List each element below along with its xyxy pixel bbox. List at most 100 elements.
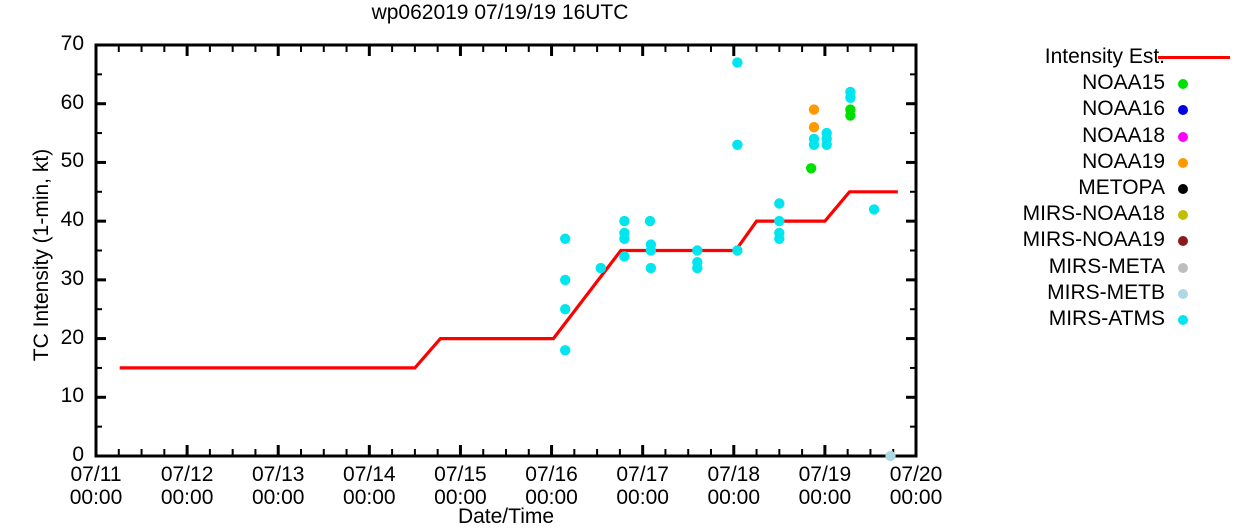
legend-label: MIRS-METB bbox=[1047, 280, 1165, 304]
x-tick-label: 07/14 00:00 bbox=[314, 463, 424, 509]
data-point bbox=[808, 122, 820, 133]
x-tick-time: 00:00 bbox=[343, 486, 396, 509]
data-point bbox=[808, 139, 820, 150]
legend-item-noaa19[interactable]: NOAA19 bbox=[960, 149, 1241, 175]
legend-dot-swatch bbox=[1178, 288, 1188, 299]
y-tick-label: 0 bbox=[72, 443, 84, 466]
legend-item-mirs-metb[interactable]: MIRS-METB bbox=[960, 280, 1241, 306]
legend-dot-swatch bbox=[1178, 105, 1188, 116]
legend-dot-swatch bbox=[1178, 262, 1188, 273]
x-tick-time: 00:00 bbox=[525, 486, 578, 509]
plot-frame bbox=[94, 43, 918, 458]
legend-dot-swatch bbox=[1178, 314, 1188, 325]
x-tick-time: 00:00 bbox=[798, 486, 852, 509]
x-tick-time: 00:00 bbox=[251, 486, 305, 509]
data-series bbox=[119, 57, 898, 462]
legend-item-noaa18[interactable]: NOAA18 bbox=[960, 123, 1241, 149]
data-point bbox=[732, 57, 743, 68]
chart-legend: Intensity Est. NOAA15 NOAA16 NOAA18 NOAA19 ME… bbox=[960, 44, 1241, 334]
data-point bbox=[868, 204, 880, 215]
x-tick-date: 07/18 bbox=[707, 463, 761, 486]
x-tick-date: 07/12 bbox=[160, 463, 214, 486]
data-point bbox=[645, 262, 657, 274]
data-point bbox=[560, 345, 571, 356]
legend-label: Intensity Est. bbox=[1044, 45, 1165, 68]
y-tick-label: 10 bbox=[60, 384, 84, 408]
data-point bbox=[619, 233, 630, 244]
series-line-intensity-est bbox=[119, 190, 898, 370]
x-tick-label: 07/13 00:00 bbox=[223, 463, 333, 509]
x-tick-date: 07/13 bbox=[251, 463, 305, 486]
legend-dot-swatch bbox=[1178, 183, 1188, 194]
data-point bbox=[732, 245, 743, 256]
legend-dot-swatch bbox=[1178, 236, 1188, 247]
x-tick-time: 00:00 bbox=[707, 486, 761, 509]
x-tick-date: 07/17 bbox=[616, 463, 669, 486]
x-tick-time: 00:00 bbox=[434, 486, 487, 509]
legend-item-noaa16[interactable]: NOAA16 bbox=[960, 96, 1241, 122]
x-tick-date: 07/16 bbox=[525, 463, 578, 486]
x-axis-label: Date/Time bbox=[457, 505, 555, 528]
y-tick-label: 50 bbox=[60, 149, 84, 173]
data-point bbox=[808, 104, 820, 115]
x-tick-date: 07/11 bbox=[70, 463, 122, 486]
data-point bbox=[595, 262, 606, 274]
y-tick-label: 60 bbox=[60, 90, 84, 114]
axis-ticks bbox=[94, 43, 918, 458]
legend-label: MIRS-META bbox=[1048, 254, 1165, 278]
data-point bbox=[645, 245, 657, 256]
data-point bbox=[821, 139, 832, 150]
x-tick-label: 07/19 00:00 bbox=[770, 463, 880, 509]
legend-dot-swatch bbox=[1178, 79, 1188, 90]
data-point bbox=[732, 139, 743, 150]
axes-frame bbox=[94, 43, 918, 458]
data-point bbox=[692, 262, 703, 274]
y-tick-label: 70 bbox=[60, 32, 84, 55]
legend-line-swatch bbox=[1158, 56, 1230, 59]
x-tick-label: 07/20 00:00 bbox=[861, 463, 971, 509]
x-tick-time: 00:00 bbox=[616, 486, 669, 509]
x-tick-label: 07/18 00:00 bbox=[679, 463, 789, 509]
data-point bbox=[806, 163, 817, 174]
legend-label: MIRS-NOAA18 bbox=[1022, 202, 1165, 226]
x-tick-time: 00:00 bbox=[69, 486, 123, 509]
x-tick-label: 07/17 00:00 bbox=[588, 463, 698, 509]
legend-item-mirs-meta[interactable]: MIRS-META bbox=[960, 254, 1241, 280]
legend-item-mirs-noaa18[interactable]: MIRS-NOAA18 bbox=[960, 201, 1241, 227]
x-tick-date: 07/14 bbox=[343, 463, 396, 486]
y-tick-label: 20 bbox=[60, 325, 84, 349]
data-point bbox=[619, 251, 630, 262]
legend-item-mirs-noaa19[interactable]: MIRS-NOAA19 bbox=[960, 227, 1241, 253]
x-tick-time: 00:00 bbox=[889, 486, 943, 509]
legend-dot-swatch bbox=[1178, 157, 1188, 168]
legend-item-metopa[interactable]: METOPA bbox=[960, 175, 1241, 201]
legend-label: NOAA16 bbox=[1082, 97, 1165, 121]
legend-dot-swatch bbox=[1178, 131, 1188, 142]
x-tick-date: 07/15 bbox=[434, 463, 487, 486]
x-tick-time: 00:00 bbox=[160, 486, 214, 509]
data-point bbox=[885, 450, 896, 462]
legend-item-noaa15[interactable]: NOAA15 bbox=[960, 70, 1241, 96]
x-tick-label: 07/16 00:00 bbox=[497, 463, 607, 509]
legend-label: MIRS-ATMS bbox=[1048, 306, 1165, 330]
data-point bbox=[560, 233, 571, 244]
x-tick-date: 07/20 bbox=[889, 463, 943, 486]
x-tick-label: 07/11 00:00 bbox=[41, 463, 151, 509]
data-point bbox=[774, 233, 785, 244]
legend-label: METOPA bbox=[1078, 175, 1165, 199]
data-point bbox=[619, 215, 630, 227]
data-point bbox=[560, 274, 571, 286]
data-point bbox=[774, 198, 785, 209]
data-point bbox=[845, 104, 856, 115]
legend-label: NOAA18 bbox=[1082, 123, 1165, 147]
data-point bbox=[774, 215, 785, 227]
legend-label: NOAA15 bbox=[1082, 71, 1165, 95]
y-tick-label: 30 bbox=[60, 266, 84, 290]
legend-item-mirs-atms[interactable]: MIRS-ATMS bbox=[960, 306, 1241, 332]
data-point bbox=[692, 245, 703, 256]
legend-label: MIRS-NOAA19 bbox=[1022, 228, 1165, 252]
legend-item-intensity-est[interactable]: Intensity Est. bbox=[960, 44, 1241, 70]
data-point bbox=[560, 304, 571, 315]
